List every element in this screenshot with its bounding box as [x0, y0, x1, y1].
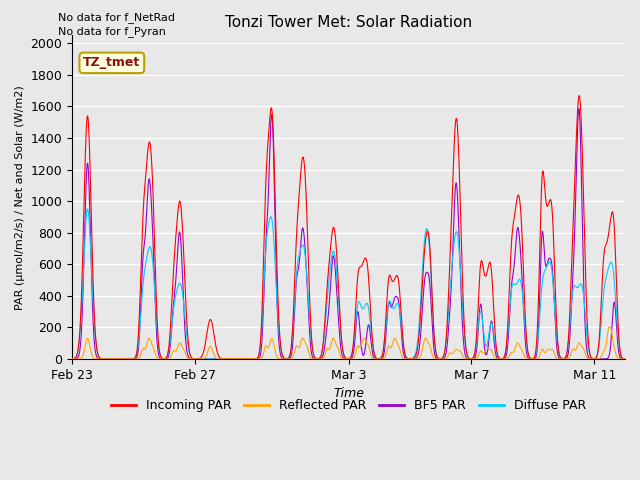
- Y-axis label: PAR (μmol/m2/s) / Net and Solar (W/m2): PAR (μmol/m2/s) / Net and Solar (W/m2): [15, 85, 25, 310]
- Title: Tonzi Tower Met: Solar Radiation: Tonzi Tower Met: Solar Radiation: [225, 15, 472, 30]
- Text: TZ_tmet: TZ_tmet: [83, 56, 140, 70]
- Text: No data for f_NetRad: No data for f_NetRad: [58, 12, 175, 23]
- Legend: Incoming PAR, Reflected PAR, BF5 PAR, Diffuse PAR: Incoming PAR, Reflected PAR, BF5 PAR, Di…: [106, 395, 591, 418]
- X-axis label: Time: Time: [333, 387, 364, 400]
- Text: No data for f_Pyran: No data for f_Pyran: [58, 26, 166, 37]
